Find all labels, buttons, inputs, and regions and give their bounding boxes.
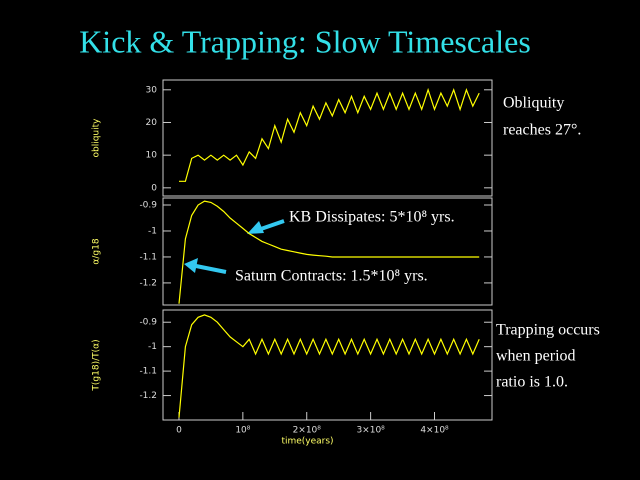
x-tick-label: 4×10⁸ <box>420 426 449 436</box>
y-tick-label: -1 <box>148 342 157 352</box>
x-axis-label: time(years) <box>281 437 333 447</box>
y-axis-label: α/g18 <box>92 238 102 264</box>
y-tick-label: -0.9 <box>139 201 157 211</box>
arrow <box>247 219 285 234</box>
y-axis-label: obliquity <box>92 118 102 158</box>
note: KB Dissipates: 5*10⁸ yrs. <box>289 209 455 226</box>
data-line <box>179 87 480 182</box>
note: when period <box>496 348 576 365</box>
y-axis-label: T(g18)/T(α) <box>92 339 102 391</box>
note: ratio is 1.0. <box>496 374 568 391</box>
x-tick-label: 3×10⁸ <box>356 426 385 436</box>
x-tick-label: 2×10⁸ <box>293 426 322 436</box>
plot-frame <box>162 197 493 306</box>
y-tick-label: 30 <box>146 85 158 95</box>
y-tick-label: -0.9 <box>139 318 157 328</box>
y-tick-label: -1.1 <box>139 252 157 262</box>
y-tick-label: 0 <box>151 183 157 193</box>
note: Trapping occurs <box>496 322 600 339</box>
y-tick-label: 10 <box>146 151 158 161</box>
y-tick-label: -1.2 <box>139 278 157 288</box>
y-tick-label: -1.2 <box>139 391 157 401</box>
y-tick-label: -1.1 <box>139 367 157 377</box>
y-tick-label: 20 <box>146 118 158 128</box>
plot-frame <box>162 79 493 197</box>
y-tick-label: -1 <box>148 226 157 236</box>
slide-title: Kick & Trapping: Slow Timescales <box>79 23 531 59</box>
data-line <box>178 200 480 304</box>
data-line <box>178 314 480 418</box>
note: Saturn Contracts: 1.5*10⁸ yrs. <box>235 268 428 285</box>
arrow <box>184 258 227 274</box>
note: reaches 27°. <box>503 122 581 139</box>
note: Obliquity <box>503 95 564 112</box>
x-tick-label: 10⁸ <box>235 426 250 436</box>
x-tick-label: 0 <box>176 426 182 436</box>
plot-frame <box>162 309 493 421</box>
